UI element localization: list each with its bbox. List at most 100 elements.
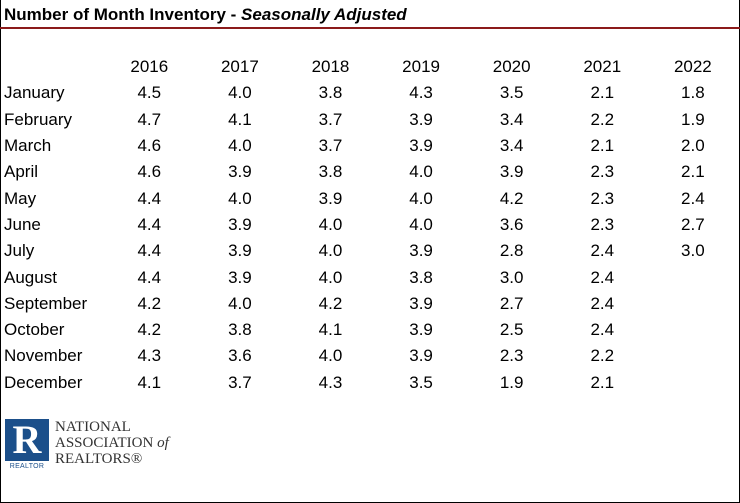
inventory-table-body: January 4.5 4.0 3.8 4.3 3.5 2.1 1.8 February 4.7 4… bbox=[0, 80, 738, 396]
inventory-value-cell: 3.9 bbox=[318, 188, 343, 208]
inventory-value-cell: 4.0 bbox=[409, 214, 433, 234]
logo-badge-text: REALTOR bbox=[9, 463, 45, 470]
table-row: February 4.7 4.1 3.7 3.9 3.4 2.2 1.9 bbox=[0, 107, 738, 133]
inventory-value-cell: 2.1 bbox=[590, 83, 615, 103]
year-header: 2022 bbox=[673, 57, 712, 77]
inventory-value-cell: 3.6 bbox=[499, 214, 524, 234]
logo-r-mark: R bbox=[12, 417, 42, 462]
corner-cell bbox=[0, 54, 104, 80]
inventory-value-cell: 2.4 bbox=[590, 293, 615, 313]
inventory-value-cell: 3.9 bbox=[409, 346, 433, 366]
table-row: January 4.5 4.0 3.8 4.3 3.5 2.1 1.8 bbox=[0, 80, 738, 106]
inventory-value-cell: 3.7 bbox=[318, 136, 343, 156]
inventory-value-cell: 3.9 bbox=[409, 109, 433, 129]
org-line-1: NATIONAL bbox=[55, 419, 131, 435]
inventory-value-cell: 3.8 bbox=[318, 162, 343, 182]
title-subtitle: Seasonally Adjusted bbox=[241, 5, 407, 24]
inventory-value-cell bbox=[648, 264, 739, 290]
table-row: October 4.2 3.8 4.1 3.9 2.5 2.4 bbox=[0, 317, 738, 343]
month-label: October bbox=[4, 320, 65, 340]
inventory-value-cell: 2.4 bbox=[590, 320, 615, 340]
inventory-value-cell: 2.7 bbox=[499, 293, 524, 313]
org-line-2-of: of bbox=[157, 435, 169, 451]
inventory-value-cell: 3.5 bbox=[409, 372, 433, 392]
inventory-value-cell: 3.9 bbox=[228, 241, 252, 261]
year-header-row: 2016 2017 2018 2019 2020 2021 2022 bbox=[0, 54, 738, 80]
inventory-value-cell: 3.9 bbox=[409, 136, 433, 156]
inventory-value-cell: 3.8 bbox=[409, 267, 433, 287]
title-main: Number of Month Inventory - bbox=[4, 5, 242, 24]
inventory-value-cell: 3.7 bbox=[318, 109, 343, 129]
inventory-value-cell: 3.5 bbox=[499, 83, 524, 103]
inventory-value-cell: 4.1 bbox=[318, 320, 343, 340]
inventory-value-cell: 4.3 bbox=[137, 346, 162, 366]
table-row: July 4.4 3.9 4.0 3.9 2.8 2.4 3.0 bbox=[0, 238, 738, 264]
inventory-value-cell: 2.7 bbox=[681, 214, 705, 234]
inventory-value-cell bbox=[648, 370, 739, 396]
inventory-value-cell: 3.4 bbox=[499, 136, 524, 156]
inventory-value-cell: 3.9 bbox=[409, 293, 433, 313]
month-label: March bbox=[4, 136, 52, 156]
inventory-value-cell: 3.9 bbox=[409, 241, 433, 261]
month-label: September bbox=[4, 293, 88, 313]
inventory-value-cell: 4.0 bbox=[228, 83, 252, 103]
inventory-value-cell: 3.9 bbox=[409, 320, 433, 340]
inventory-value-cell: 4.2 bbox=[137, 293, 162, 313]
inventory-value-cell: 4.0 bbox=[409, 188, 433, 208]
inventory-value-cell: 4.1 bbox=[228, 109, 252, 129]
realtor-r-logo-icon: R bbox=[5, 419, 49, 461]
org-line-3: REALTORS® bbox=[55, 451, 143, 467]
month-label: December bbox=[4, 372, 83, 392]
inventory-value-cell: 4.6 bbox=[137, 136, 162, 156]
month-label: May bbox=[4, 188, 37, 208]
table-row: March 4.6 4.0 3.7 3.9 3.4 2.1 2.0 bbox=[0, 133, 738, 159]
year-header: 2018 bbox=[311, 57, 350, 77]
year-header: 2019 bbox=[402, 57, 440, 77]
inventory-value-cell: 2.3 bbox=[590, 162, 615, 182]
month-label: June bbox=[4, 214, 41, 234]
table-row: April 4.6 3.9 3.8 4.0 3.9 2.3 2.1 bbox=[0, 159, 738, 185]
title-bar: Number of Month Inventory - Seasonally A… bbox=[0, 0, 740, 29]
inventory-value-cell: 1.9 bbox=[499, 372, 524, 392]
table-row: June 4.4 3.9 4.0 4.0 3.6 2.3 2.7 bbox=[0, 212, 738, 238]
inventory-value-cell: 4.2 bbox=[137, 320, 162, 340]
year-header: 2016 bbox=[130, 57, 169, 77]
inventory-value-cell: 2.1 bbox=[681, 162, 705, 182]
inventory-value-cell: 2.3 bbox=[590, 188, 615, 208]
inventory-value-cell: 4.3 bbox=[318, 372, 343, 392]
inventory-value-cell: 3.9 bbox=[228, 267, 252, 287]
inventory-value-cell: 4.0 bbox=[228, 293, 252, 313]
inventory-value-cell: 4.7 bbox=[137, 109, 162, 129]
inventory-value-cell: 4.0 bbox=[228, 136, 252, 156]
month-label: February bbox=[4, 109, 73, 129]
inventory-value-cell: 2.3 bbox=[590, 214, 615, 234]
inventory-value-cell: 3.9 bbox=[228, 162, 252, 182]
inventory-value-cell: 4.0 bbox=[228, 188, 252, 208]
inventory-value-cell: 3.9 bbox=[228, 214, 252, 234]
inventory-value-cell: 3.8 bbox=[318, 83, 343, 103]
inventory-value-cell: 2.0 bbox=[681, 136, 705, 156]
year-header: 2021 bbox=[583, 57, 622, 77]
inventory-value-cell: 1.8 bbox=[681, 83, 705, 103]
month-label: April bbox=[4, 162, 39, 182]
inventory-value-cell: 1.9 bbox=[681, 109, 705, 129]
table-row: September 4.2 4.0 4.2 3.9 2.7 2.4 bbox=[0, 291, 738, 317]
inventory-value-cell: 2.5 bbox=[499, 320, 524, 340]
inventory-value-cell: 2.1 bbox=[590, 372, 615, 392]
table-row: November 4.3 3.6 4.0 3.9 2.3 2.2 bbox=[0, 343, 738, 369]
year-header: 2017 bbox=[220, 57, 259, 77]
inventory-value-cell: 4.0 bbox=[318, 346, 343, 366]
inventory-value-cell: 2.2 bbox=[590, 346, 615, 366]
inventory-value-cell: 2.2 bbox=[590, 109, 615, 129]
table-row: December 4.1 3.7 4.3 3.5 1.9 2.1 bbox=[0, 370, 738, 396]
inventory-value-cell: 3.0 bbox=[499, 267, 524, 287]
inventory-value-cell: 4.4 bbox=[137, 267, 162, 287]
inventory-value-cell: 4.3 bbox=[409, 83, 433, 103]
organization-name: NATIONAL ASSOCIATION of REALTORS® bbox=[55, 419, 169, 467]
inventory-value-cell: 4.5 bbox=[137, 83, 162, 103]
month-label: January bbox=[4, 83, 65, 103]
inventory-value-cell: 3.7 bbox=[228, 372, 252, 392]
inventory-table: 2016 2017 2018 2019 2020 2021 2022 January 4.5 4… bbox=[0, 54, 738, 396]
inventory-value-cell: 4.2 bbox=[499, 188, 524, 208]
inventory-value-cell: 4.0 bbox=[318, 214, 343, 234]
